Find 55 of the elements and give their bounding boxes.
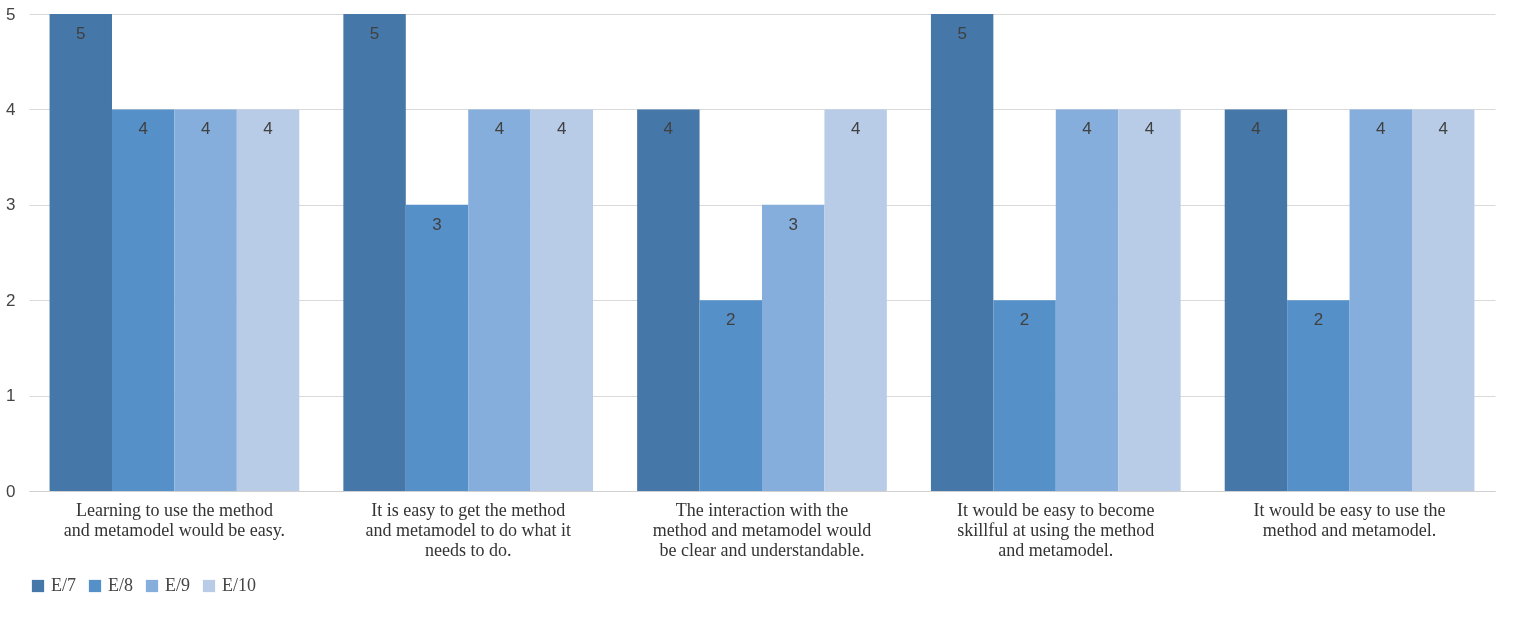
data-label: 4 (1251, 119, 1261, 139)
y-tick-label: 5 (6, 4, 16, 24)
y-tick-label: 4 (6, 99, 16, 119)
legend-label: E/8 (108, 575, 133, 595)
x-tick-label: Learning to use the method and metamodel would be easy. (63, 499, 286, 540)
bar (699, 300, 762, 491)
legend-label: E/9 (165, 575, 190, 595)
data-label: 2 (1019, 310, 1030, 330)
bar (1118, 109, 1181, 491)
bar (1349, 109, 1413, 491)
y-tick-label: 0 (6, 481, 16, 501)
x-tick-label: The interaction with the method and metamodel would be clear and understandable. (652, 499, 872, 560)
bar (762, 204, 825, 491)
data-label: 5 (369, 24, 380, 43)
bar (111, 109, 175, 491)
data-label: 4 (850, 119, 861, 139)
data-label: 4 (1082, 119, 1092, 139)
data-label: 4 (200, 119, 211, 139)
y-tick-label: 2 (6, 290, 16, 310)
bar (236, 109, 300, 491)
bar (468, 109, 531, 491)
data-label: 4 (494, 119, 505, 139)
bar (530, 109, 594, 491)
legend-label: E/7 (51, 575, 76, 595)
data-label: 4 (557, 119, 567, 139)
legend-label: E/10 (222, 575, 256, 595)
bar (174, 109, 237, 491)
bar (49, 14, 112, 491)
x-tick-label: It would be easy to become skillful at using the method and metamodel. (957, 499, 1155, 560)
bar (993, 300, 1056, 491)
data-label: 2 (1313, 310, 1324, 330)
bar (405, 204, 469, 491)
x-tick-label: It would be easy to use the method and metamodel. (1253, 499, 1446, 540)
bar (1055, 109, 1119, 491)
data-label: 4 (1438, 119, 1448, 139)
bar (1412, 109, 1475, 491)
data-label: 4 (663, 119, 674, 139)
bar (637, 109, 700, 491)
data-label: 4 (138, 119, 148, 139)
data-label: 5 (957, 24, 967, 43)
data-label: 3 (432, 214, 442, 234)
data-label: 5 (76, 24, 86, 43)
bar (824, 109, 887, 491)
data-label: 3 (788, 214, 798, 234)
bar (1224, 109, 1288, 491)
data-label: 2 (726, 310, 736, 330)
data-label: 4 (1144, 119, 1155, 139)
y-tick-label: 1 (6, 386, 16, 406)
x-tick-label: It is easy to get the method and metamodel to do what it needs to do. (365, 499, 571, 560)
data-label: 4 (263, 119, 273, 139)
bar (1287, 300, 1350, 491)
bar (930, 14, 994, 491)
y-tick-label: 3 (6, 195, 16, 215)
bar (343, 14, 406, 491)
data-label: 4 (1376, 119, 1386, 139)
